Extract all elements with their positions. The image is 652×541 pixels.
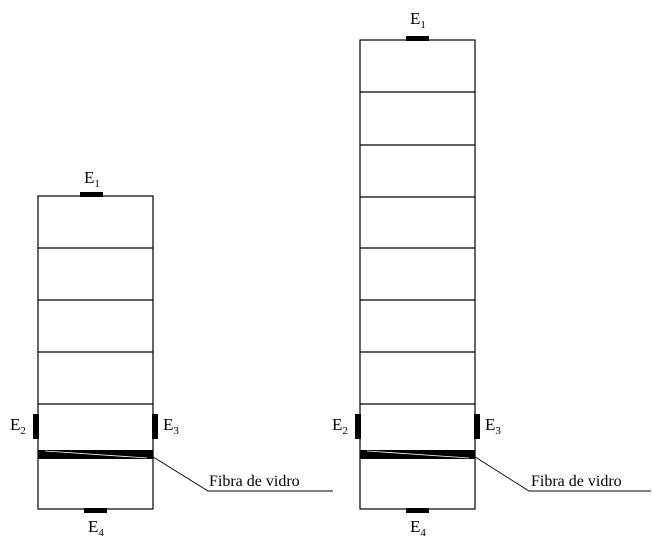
right-e3-label: E3 [485,415,501,437]
right-column: E1 E2 E3 E4 Fibra de vidro [332,9,651,539]
left-column: E1 E2 E3 E4 Fibra de vidro [10,168,333,539]
right-fiber-label: Fibra de vidro [531,473,622,490]
right-e2-label: E2 [332,415,348,437]
left-electrode-e3 [152,414,158,439]
right-e1-label: E1 [410,9,426,31]
right-e4-label: E4 [410,517,426,539]
left-e1-label: E1 [84,168,100,190]
left-e4-label: E4 [88,517,104,539]
left-electrode-e2 [33,414,39,439]
right-column-outline [360,40,475,509]
left-fiber-label: Fibra de vidro [209,473,300,490]
left-e3-label: E3 [163,415,179,437]
left-e2-label: E2 [10,415,26,437]
right-electrode-e2 [355,414,361,439]
left-electrode-e4 [84,508,107,513]
right-electrode-e1 [406,36,429,41]
right-electrode-e4 [406,508,429,513]
right-electrode-e3 [474,414,480,439]
left-electrode-e1 [80,192,103,197]
